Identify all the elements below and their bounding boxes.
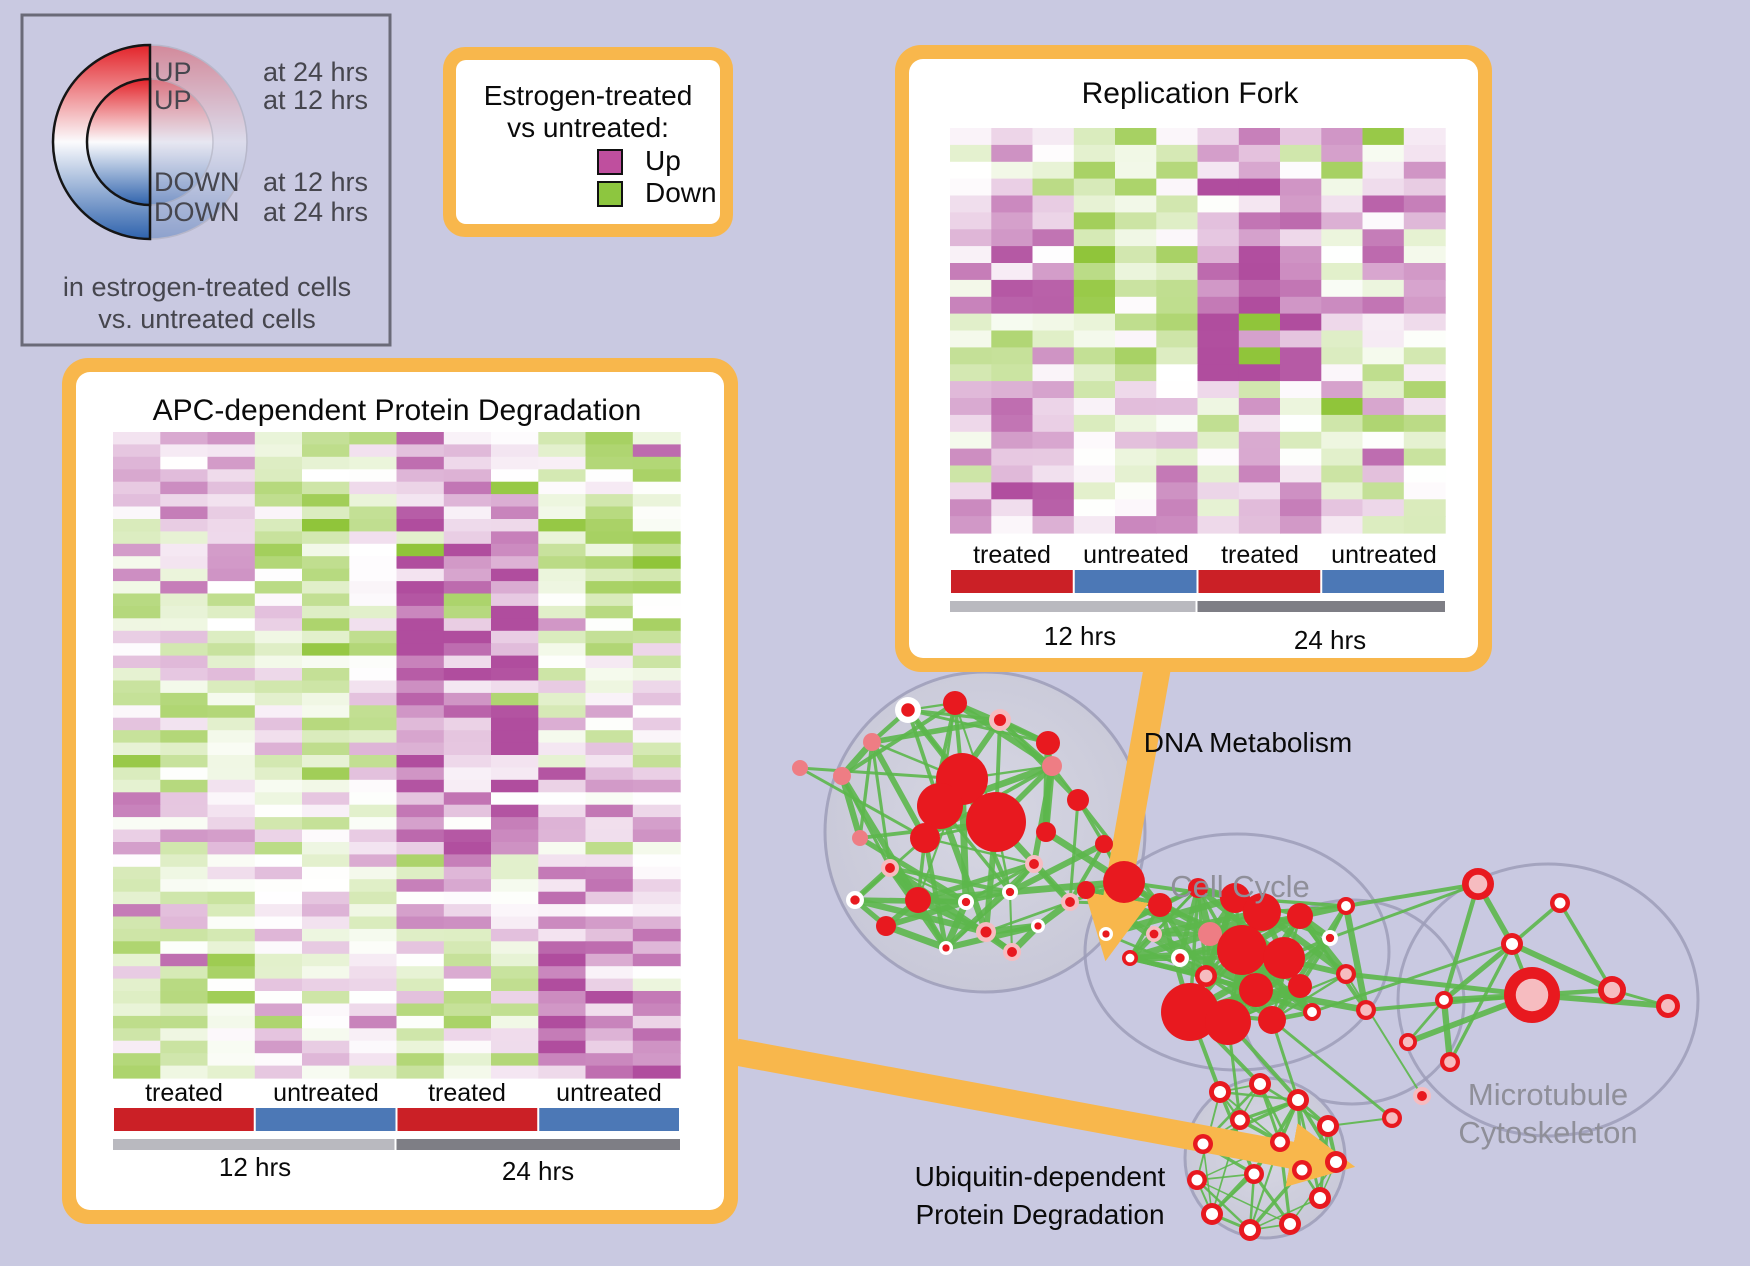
replication-heatmap xyxy=(950,128,1446,534)
apc-heatmap xyxy=(113,432,681,1079)
circle-legend-border xyxy=(20,13,392,347)
legend-title-line2: vs untreated: xyxy=(507,112,669,143)
apc-panel: APC-dependent Protein Degradation treate… xyxy=(62,358,738,1224)
legend-down-12-time: at 12 hrs xyxy=(263,167,368,197)
up-color-swatch xyxy=(597,149,623,175)
up-label: Up xyxy=(645,145,681,176)
replication-condition-bars xyxy=(950,570,1445,612)
apc-group-label-2: untreated xyxy=(273,1079,379,1107)
legend-down-24-time: at 24 hrs xyxy=(263,197,368,227)
legend-down-24-dir: DOWN xyxy=(154,197,239,227)
circle-right-inner xyxy=(149,78,214,206)
replication-fork-panel: Replication Fork treated untreated treat… xyxy=(895,45,1492,672)
apc-group-label-3: treated xyxy=(428,1079,506,1107)
rep-group-label-4: untreated xyxy=(1331,541,1437,569)
cluster-label-ubiquitin-line2: Protein Degradation xyxy=(915,1199,1164,1230)
legend-up-24-time: at 24 hrs xyxy=(263,57,368,87)
down-color-swatch xyxy=(597,181,623,207)
apc-condition-bars xyxy=(113,1108,680,1150)
updown-circle-legend-box: UP at 24 hrs UP at 12 hrs DOWN at 12 hrs… xyxy=(20,13,392,347)
rep-group-label-1: treated xyxy=(973,541,1051,569)
legend-title-line1: Estrogen-treated xyxy=(484,80,693,111)
legend-up-12-time: at 12 hrs xyxy=(263,85,368,115)
legend-box-panel xyxy=(456,60,720,224)
cluster-label-ubiquitin-line1: Ubiquitin-dependent xyxy=(915,1161,1166,1192)
circle-legend-caption-line2: vs. untreated cells xyxy=(98,304,316,334)
down-label: Down xyxy=(645,177,717,208)
apc-group-label-1: treated xyxy=(145,1079,223,1107)
cluster-label-dna-metabolism: DNA Metabolism xyxy=(1144,727,1353,758)
apc-group-label-4: untreated xyxy=(556,1079,662,1107)
rep-group-label-3: treated xyxy=(1221,541,1299,569)
rep-time-label-24: 24 hrs xyxy=(1294,625,1366,655)
cluster-label-microtubule-line1: Microtubule xyxy=(1468,1077,1628,1112)
circle-legend-caption-line1: in estrogen-treated cells xyxy=(63,272,351,302)
legend-down-12-dir: DOWN xyxy=(154,167,239,197)
updown-color-legend-box: Estrogen-treated vs untreated: Up Down xyxy=(443,47,733,237)
cluster-label-cell-cycle: Cell Cycle xyxy=(1170,869,1310,904)
rep-time-label-12: 12 hrs xyxy=(1044,621,1116,651)
apc-panel-title: APC-dependent Protein Degradation xyxy=(153,394,642,427)
rep-group-label-2: untreated xyxy=(1083,541,1189,569)
circle-left-inner xyxy=(85,77,152,207)
apc-time-label-24: 24 hrs xyxy=(502,1156,574,1186)
legend-up-24-dir: UP xyxy=(154,57,192,87)
updown-circle-glyph xyxy=(51,43,248,241)
cluster-label-microtubule-line2: Cytoskeleton xyxy=(1458,1115,1637,1150)
apc-time-label-12: 12 hrs xyxy=(219,1152,291,1182)
replication-panel-title: Replication Fork xyxy=(1082,77,1300,110)
network-labels: DNA Metabolism Cell Cycle Microtubule Cy… xyxy=(915,727,1638,1230)
network-nodes xyxy=(792,691,1680,1241)
legend-up-12-dir: UP xyxy=(154,85,192,115)
